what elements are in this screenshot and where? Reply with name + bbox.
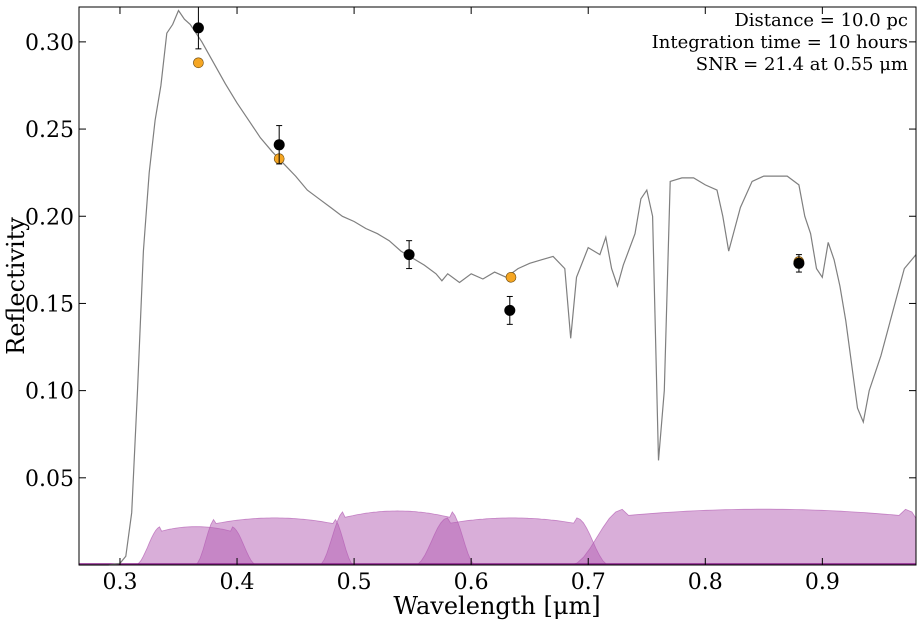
- x-tick-label-5: 0.8: [688, 570, 723, 595]
- x-tick-label-6: 0.9: [805, 570, 840, 595]
- spectrum-line: [79, 9, 917, 566]
- x-tick-label-3: 0.6: [454, 570, 489, 595]
- annotation-integration-time: Integration time = 10 hours: [652, 32, 908, 53]
- x-tick-label-4: 0.7: [571, 570, 606, 595]
- filter-band-4: [414, 517, 610, 566]
- observed-point-3: [403, 249, 415, 261]
- y-tick-label-0: 0.05: [25, 467, 74, 492]
- observed-point-5: [793, 257, 805, 269]
- filter-band-2: [193, 517, 356, 566]
- model-point-1: [193, 57, 204, 69]
- observed-point-2: [273, 139, 285, 151]
- model-point-3: [505, 271, 517, 283]
- axis-ticks: 0.3 0.4 0.5 0.6 0.7 0.8 0.9 0.05 0.10 0.15 0.20 0.2…: [25, 7, 916, 595]
- observed-point-1: [192, 22, 204, 34]
- filter-bandpasses: [79, 508, 917, 566]
- y-tick-label-5: 0.30: [25, 31, 74, 56]
- annotation-distance: Distance = 10.0 pc: [734, 10, 908, 31]
- y-tick-label-3: 0.20: [25, 205, 74, 230]
- x-axis-label: Wavelength [μm]: [393, 592, 600, 620]
- y-axis-label: Reflectivity: [2, 217, 30, 355]
- x-tick-label-1: 0.4: [220, 570, 255, 595]
- y-tick-label-4: 0.25: [25, 118, 74, 143]
- y-tick-label-1: 0.10: [25, 380, 74, 405]
- spectrum-line-group: [79, 9, 917, 566]
- x-tick-label-0: 0.3: [102, 570, 137, 595]
- annotation-snr: SNR = 21.4 at 0.55 μm: [696, 54, 908, 75]
- y-tick-label-2: 0.15: [25, 292, 74, 317]
- annotation-block: Distance = 10.0 pc Integration time = 10…: [652, 10, 908, 75]
- x-tick-label-2: 0.5: [337, 570, 372, 595]
- plot-frame: [78, 6, 917, 566]
- observed-point-4: [504, 304, 516, 316]
- filter-band-5: [570, 508, 917, 566]
